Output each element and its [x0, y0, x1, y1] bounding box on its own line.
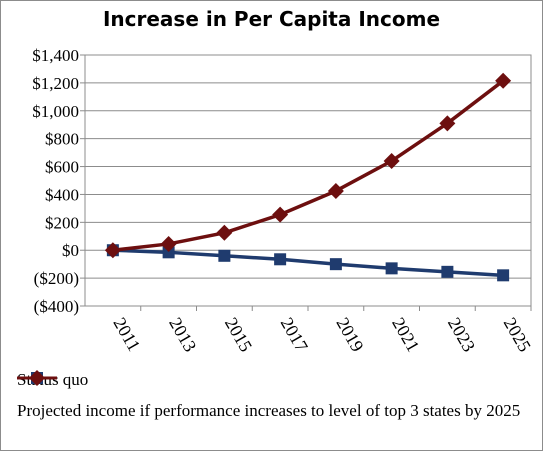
y-tick-label: $1,000: [32, 102, 79, 121]
legend-item-projected: Projected income if performance increase…: [15, 370, 541, 421]
y-tick-label: $200: [45, 213, 79, 232]
x-axis-ticks: 2011 2013 2015 2017 2019 2021 2023 2025: [109, 314, 535, 355]
data-point-diamond: [495, 72, 512, 89]
line-chart: $1,400 $1,200 $1,000 $800 $600 $400 $200 $0 ($20…: [32, 46, 535, 355]
x-tick-label: 2019: [332, 314, 367, 355]
data-point-diamond: [104, 242, 121, 259]
data-point-square: [162, 246, 175, 259]
data-point-square: [218, 249, 231, 262]
series-lines: [112, 79, 505, 278]
x-tick-label: 2015: [221, 314, 256, 355]
data-point-square: [497, 269, 510, 282]
data-point-square: [329, 258, 342, 271]
y-tick-label: ($400): [34, 297, 79, 316]
y-axis-ticks: $1,400 $1,200 $1,000 $800 $600 $400 $200 $0 ($20…: [32, 46, 79, 316]
data-point-diamond: [383, 152, 400, 169]
legend: Status quo Projected income if performan…: [15, 369, 541, 431]
y-tick-label: $0: [62, 241, 79, 260]
x-tick-label: 2021: [388, 314, 423, 355]
x-tick-label: 2011: [109, 314, 144, 355]
data-point-diamond: [327, 182, 344, 199]
data-point-diamond: [160, 235, 177, 252]
x-tick-label: 2017: [277, 314, 312, 355]
chart-title: Increase in Per Capita Income: [102, 7, 441, 31]
gridlines: [80, 54, 532, 311]
y-tick-label: $1,200: [32, 74, 79, 93]
data-point-square: [385, 262, 398, 275]
x-tick-label: 2025: [500, 314, 535, 355]
x-tick-label: 2023: [444, 314, 479, 355]
y-tick-label: $400: [45, 185, 79, 204]
legend-swatch-diamond-icon: [17, 370, 57, 386]
data-point-diamond: [439, 115, 456, 132]
y-tick-label: ($200): [34, 269, 79, 288]
data-point-diamond: [216, 224, 233, 241]
data-point-square: [274, 253, 287, 266]
data-point-square: [441, 265, 454, 278]
x-tick-label: 2013: [165, 314, 200, 355]
y-tick-label: $800: [45, 130, 79, 149]
series-line-1: [112, 79, 505, 252]
y-tick-label: $600: [45, 158, 79, 177]
y-tick-label: $1,400: [32, 46, 79, 65]
data-point-diamond: [272, 206, 289, 223]
legend-label-projected: Projected income if performance increase…: [17, 401, 521, 420]
series-line-0: [112, 248, 504, 278]
plot-area: [84, 54, 532, 307]
series-markers: [104, 72, 512, 282]
legend-item-status-quo: Status quo: [15, 369, 541, 390]
